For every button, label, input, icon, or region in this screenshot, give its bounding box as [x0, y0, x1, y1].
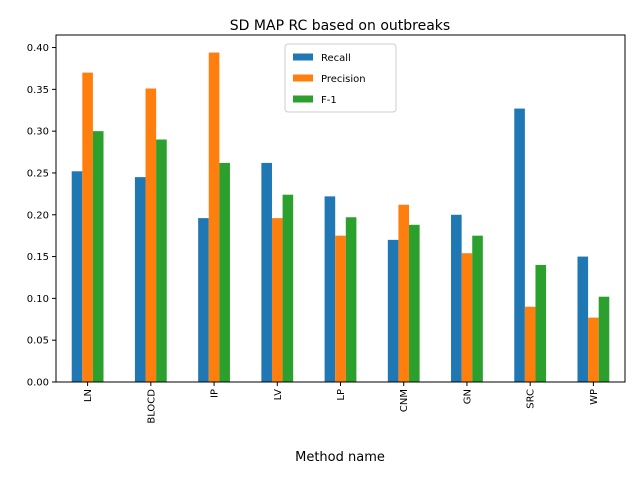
y-tick-label: 0.10 [27, 294, 49, 305]
x-axis-label: Method name [295, 450, 385, 465]
bar-precision-ln [82, 72, 93, 382]
legend-swatch-recall [293, 53, 313, 61]
y-tick-label: 0.30 [27, 127, 49, 138]
bars-group [71, 52, 610, 383]
y-tick-label: 0.40 [27, 43, 49, 54]
bar-precision-lp [335, 235, 346, 382]
legend-label: Recall [321, 53, 351, 64]
x-tick-label: LP [336, 389, 347, 401]
x-tick-label: IP [210, 389, 221, 398]
bar-precision-ip [208, 52, 220, 383]
bar-f1-lp [345, 217, 357, 382]
x-tick-label: SRC [526, 389, 537, 409]
legend-swatch-precision [293, 74, 313, 82]
bar-f1-wp [598, 296, 610, 382]
chart-title: SD MAP RC based on outbreaks [230, 18, 450, 34]
x-tick-label: GN [462, 389, 473, 404]
y-tick-label: 0.20 [27, 210, 49, 221]
bar-recall-lp [324, 196, 336, 382]
x-tick-label: LV [273, 389, 284, 400]
bar-f1-ln [92, 131, 104, 382]
y-tick-label: 0.05 [27, 336, 49, 347]
bar-f1-cnm [409, 224, 420, 382]
bar-f1-src [535, 264, 547, 382]
bar-precision-lv [271, 218, 283, 382]
bar-recall-ip [198, 218, 209, 382]
x-tick-label: BLOCD [146, 389, 157, 424]
bar-precision-gn [461, 253, 473, 382]
x-tick-label: LN [83, 389, 94, 402]
bar-recall-cnm [387, 239, 399, 382]
bar-precision-cnm [398, 204, 410, 382]
bar-recall-ln [71, 171, 83, 382]
y-axis: 0.00 0.05 0.10 0.15 0.20 0.25 0.30 0.35 0.40 [27, 43, 56, 389]
legend: Recall Precision F-1 [284, 43, 397, 113]
bar-recall-src [514, 108, 525, 382]
x-tick-label: WP [589, 389, 600, 405]
bar-f1-blocd [156, 139, 167, 382]
x-tick-label: CNM [399, 389, 410, 412]
bar-precision-src [524, 306, 536, 382]
legend-box [284, 43, 397, 113]
bar-recall-gn [451, 214, 462, 382]
legend-swatch-f1 [293, 95, 313, 103]
bar-recall-blocd [134, 177, 146, 382]
bar-f1-gn [472, 235, 483, 382]
legend-label: F-1 [321, 95, 337, 106]
y-tick-label: 0.35 [27, 85, 49, 96]
bar-precision-wp [588, 317, 599, 382]
bar-recall-wp [577, 256, 589, 382]
x-axis: LN BLOCD IP LV LP CNM GN SRC WP [83, 382, 600, 424]
y-tick-label: 0.00 [27, 378, 49, 389]
bar-f1-ip [219, 162, 230, 382]
plot-frame [55, 34, 626, 383]
bar-precision-blocd [145, 88, 157, 382]
y-tick-label: 0.25 [27, 168, 49, 179]
legend-label: Precision [321, 74, 366, 85]
bar-f1-lv [282, 194, 294, 382]
bar-recall-lv [261, 162, 272, 382]
y-tick-label: 0.15 [27, 252, 49, 263]
